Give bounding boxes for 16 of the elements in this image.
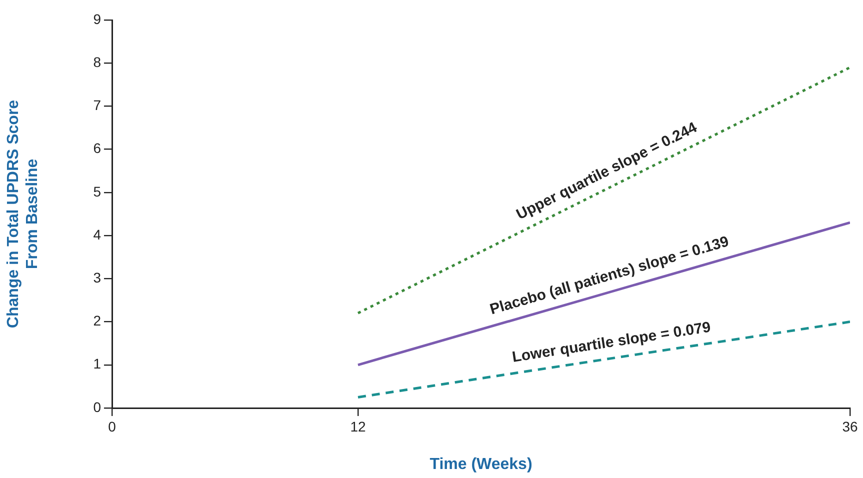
y-tick-label: 5: [93, 183, 102, 200]
y-tick-label: 0: [93, 398, 102, 415]
y-tick-label: 3: [93, 270, 102, 286]
x-tick-label: 0: [108, 418, 116, 434]
y-tick-label: 8: [93, 54, 102, 70]
x-axis-title: Time (Weeks): [430, 456, 532, 473]
y-tick-label: 2: [93, 312, 102, 329]
y-tick-label: 6: [93, 140, 102, 156]
y-tick-label: 1: [93, 356, 102, 372]
x-tick-label: 12: [350, 418, 366, 434]
x-tick-label: 36: [842, 418, 858, 434]
y-tick-label: 7: [93, 97, 102, 114]
text: Lower quartile slope = 0.079: [511, 318, 712, 366]
y-tick-label: 4: [93, 226, 102, 242]
y-tick-label: 9: [93, 10, 102, 27]
y-axis-title: Change in Total UPDRS Score From Baseline: [5, 100, 42, 328]
